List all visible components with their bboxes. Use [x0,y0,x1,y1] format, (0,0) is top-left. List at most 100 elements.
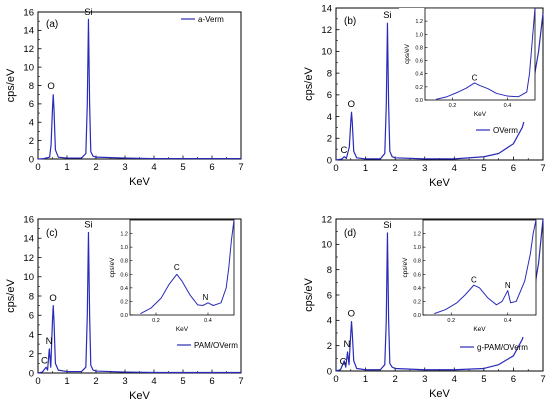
y-tick-label: 12 [23,253,34,264]
inset-backing [104,220,234,337]
x-tick-label: 3 [122,162,127,173]
x-tick-label: 3 [422,163,427,174]
inset-y-tick-label: 0.4 [413,286,421,292]
inset-y-tick-label: 1.2 [415,19,423,25]
x-tick-label: 4 [452,163,457,174]
series-line-overm [335,13,544,161]
inset-y-tick-label: 0.8 [120,259,128,265]
x-tick-label: 1 [64,376,69,387]
y-tick-label: 6 [327,290,332,301]
x-tick-label: 1 [64,162,69,173]
inset-peak-label: N [505,281,511,290]
inset-y-tick-label: 0.6 [415,59,423,65]
x-tick-label: 7 [238,376,243,387]
inset-y-axis-title: cps/eV [402,257,409,278]
inset-y-tick-label: 0.4 [120,286,128,292]
y-tick-label: 0 [327,366,332,377]
inset-x-tick-label: 0.4 [204,318,212,324]
y-tick-label: 2 [327,341,332,352]
x-tick-label: 1 [363,163,368,174]
x-tick-label: 4 [452,374,457,385]
peak-label: N [344,339,351,350]
peak-label: C [340,357,347,368]
x-tick-label: 3 [122,376,127,387]
inset-peak-label: N [203,293,209,302]
y-tick-label: 6 [29,99,34,110]
x-tick-label: 6 [511,163,516,174]
y-tick-label: 8 [327,68,332,79]
inset-peak-label: C [174,263,180,272]
x-tick-label: 7 [540,374,545,385]
x-tick-label: 4 [151,162,156,173]
y-tick-label: 8 [29,81,34,92]
inset-y-axis-title: cps/eV [404,43,411,64]
x-tick-label: 5 [180,376,185,387]
peak-label: O [348,99,355,110]
inset-series-line [435,7,536,100]
inset-series-line [434,219,537,315]
x-tick-label: 0 [35,162,40,173]
inset-frame [424,7,536,101]
inset-x-axis-title: KeV [473,326,486,333]
x-axis-title: KeV [129,176,150,188]
panel-label: (d) [344,228,356,239]
inset-y-tick-label: 1.0 [415,32,423,38]
series-line-g-pam-overm [335,218,544,372]
legend-entry: PAM/OVerm [194,341,238,350]
peak-label: O [49,293,56,304]
y-tick-label: 12 [321,214,332,225]
inset-y-tick-label: 0.2 [413,299,421,305]
inset-y-tick-label: 0.2 [120,299,128,305]
y-tick-label: 0 [29,154,34,165]
y-tick-label: 8 [29,291,34,302]
x-tick-label: 2 [392,163,397,174]
x-tick-label: 0 [333,163,338,174]
inset-y-tick-label: 1.0 [413,245,421,251]
peak-label: O [348,309,355,320]
inset-y-tick-label: 0.8 [415,45,423,51]
y-tick-label: 10 [321,240,332,251]
x-tick-label: 5 [481,374,486,385]
x-tick-label: 2 [93,162,98,173]
inset-x-tick-label: 0.2 [447,318,455,324]
inset-backing [397,220,536,337]
inset-y-tick-label: 0.0 [120,313,128,319]
legend-entry: g-PAM/OVerm [477,343,528,352]
y-axis-title: cps/eV [5,279,17,313]
y-axis-title: cps/eV [303,67,315,101]
y-tick-label: 0 [29,368,34,379]
peak-label: Si [383,10,391,21]
y-tick-label: 10 [321,47,332,58]
peak-label: Si [84,7,92,18]
inset-x-tick-label: 0.2 [449,103,457,109]
y-tick-label: 12 [321,25,332,36]
inset-peak-label: C [472,73,478,82]
inset-y-tick-label: 0.0 [413,313,421,319]
x-tick-label: 5 [481,163,486,174]
series-line-pam-overm [37,231,241,374]
y-tick-label: 16 [23,7,34,18]
x-tick-label: 1 [363,374,368,385]
y-tick-label: 10 [23,272,34,283]
inset-y-tick-label: 0.6 [120,272,128,278]
inset-x-axis-title: KeV [474,111,487,118]
y-tick-label: 8 [327,265,332,276]
x-tick-label: 2 [392,374,397,385]
y-tick-label: 16 [23,214,34,225]
y-tick-label: 12 [23,44,34,55]
y-tick-label: 4 [327,316,332,327]
x-tick-label: 7 [540,163,545,174]
legend-entry: a-Verm [198,15,224,24]
y-tick-label: 14 [321,3,332,14]
x-tick-label: 4 [151,376,156,387]
y-axis-title: cps/eV [5,68,17,102]
y-tick-label: 6 [327,90,332,101]
y-axis-title: cps/eV [303,278,315,312]
x-tick-label: 2 [93,376,98,387]
x-tick-label: 3 [422,374,427,385]
inset-y-tick-label: 1.0 [120,245,128,251]
x-axis-title: KeV [129,390,150,402]
series-line-a-verm [37,18,241,160]
